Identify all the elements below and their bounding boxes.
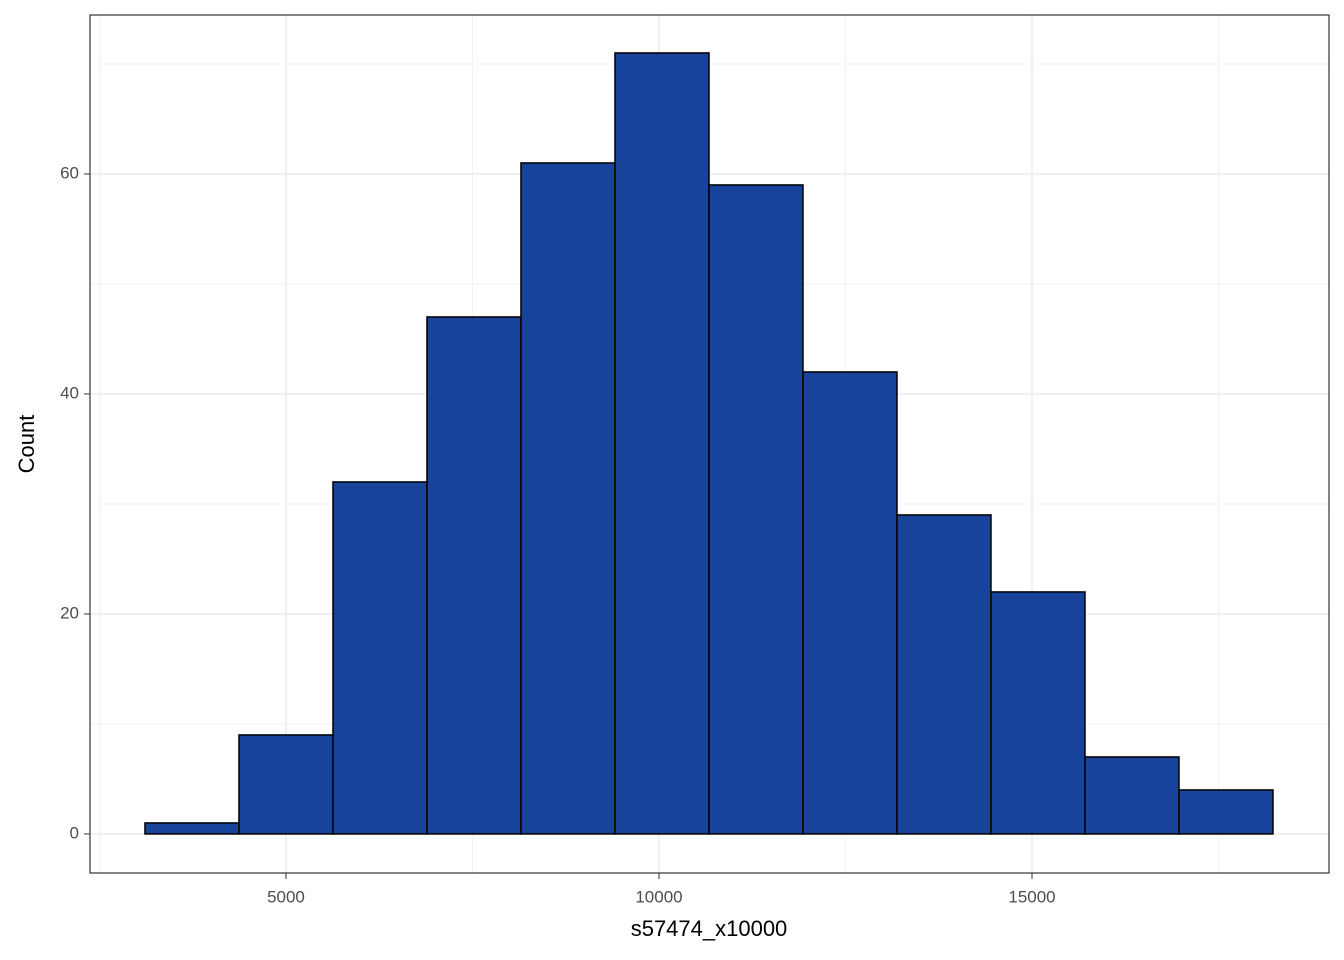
bar	[708, 184, 804, 835]
x-axis-label: s57474_x10000	[631, 916, 788, 941]
bar	[1178, 789, 1274, 835]
bar	[332, 481, 428, 835]
y-tick-label: 20	[60, 603, 79, 622]
plot-border	[89, 14, 1330, 874]
y-axis-label: Count	[14, 415, 39, 474]
bar	[1084, 756, 1180, 835]
y-tick-label: 60	[60, 163, 79, 182]
bar	[426, 316, 522, 835]
bar	[896, 514, 992, 835]
bar	[990, 591, 1086, 835]
bar	[614, 52, 710, 835]
x-tick-label: 15000	[1008, 887, 1055, 906]
bar	[802, 371, 898, 835]
bar	[144, 822, 240, 835]
y-tick-label: 0	[70, 823, 79, 842]
x-tick-label: 5000	[267, 887, 305, 906]
x-tick-label: 10000	[635, 887, 682, 906]
bar	[520, 162, 616, 835]
bar	[238, 734, 334, 835]
y-tick-label: 40	[60, 383, 79, 402]
